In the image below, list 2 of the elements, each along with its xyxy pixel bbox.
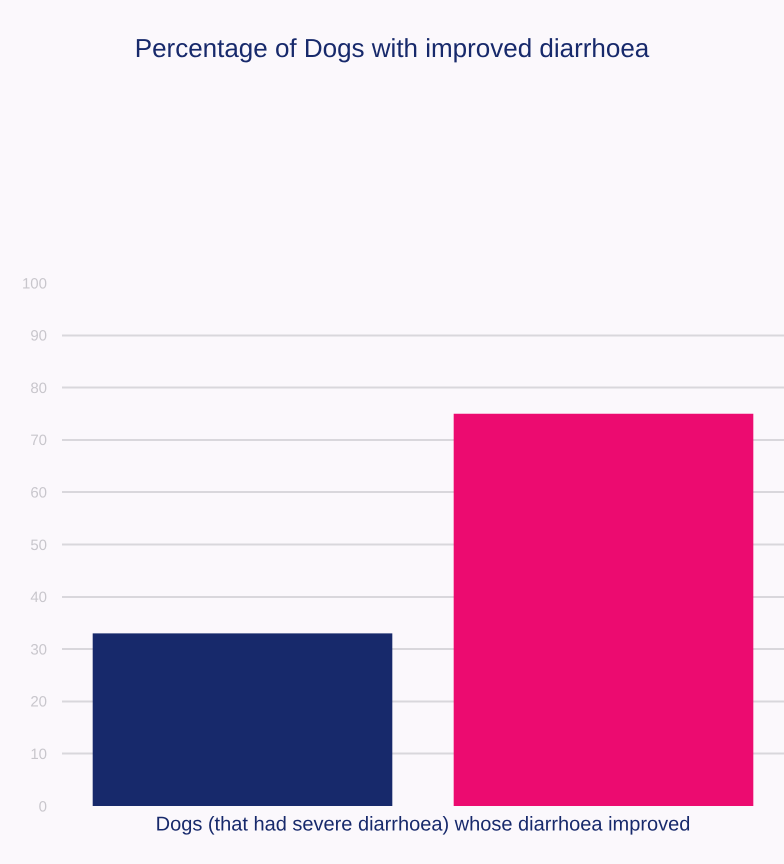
chart-title: Percentage of Dogs with improved diarrhoea [134,33,650,64]
x-axis-title: Dogs (that had severe diarrhoea) whose diarrhoea improved [156,814,690,836]
